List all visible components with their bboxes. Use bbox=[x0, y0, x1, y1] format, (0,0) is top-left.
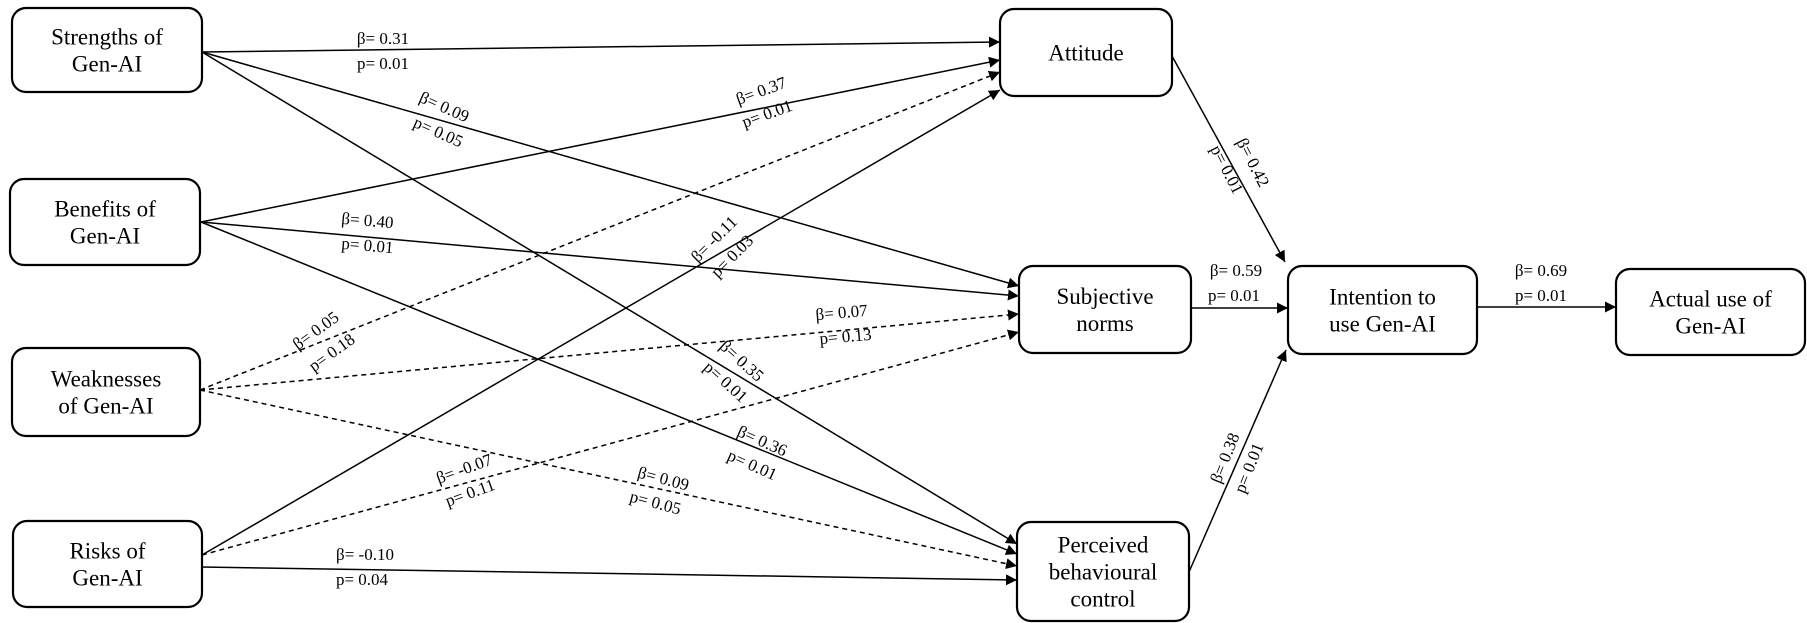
path-arrow-benefits-to-pbc bbox=[200, 221, 1018, 555]
node-label: Gen-AI bbox=[1675, 314, 1745, 339]
node-label: Perceived bbox=[1058, 533, 1149, 558]
node-label: Benefits of bbox=[54, 197, 156, 222]
beta-label: β= 0.59 bbox=[1210, 261, 1262, 280]
node-label: Attitude bbox=[1048, 41, 1123, 66]
path-arrow-attitude-to-intention bbox=[1171, 55, 1286, 263]
node-label: Weaknesses bbox=[51, 367, 162, 392]
node-label: Gen-AI bbox=[72, 566, 142, 591]
p-value-label: p= 0.01 bbox=[1208, 286, 1260, 305]
node-box bbox=[998, 7, 1174, 98]
path-arrow-strengths-to-pbc bbox=[201, 51, 1018, 545]
path-arrow-risks-to-subjective_norms bbox=[201, 329, 1020, 556]
node-box bbox=[1614, 267, 1807, 357]
path-arrow-strengths-to-subjective_norms bbox=[201, 51, 1020, 289]
node-label: Intention to bbox=[1329, 285, 1436, 310]
node-attitude: Attitude bbox=[998, 7, 1174, 98]
node-label: control bbox=[1070, 587, 1135, 612]
node-label: Gen-AI bbox=[70, 224, 140, 249]
path-arrow-strengths-to-attitude bbox=[201, 36, 1001, 53]
node-label: Gen-AI bbox=[72, 52, 142, 77]
beta-label: β= -0.10 bbox=[336, 545, 394, 564]
node-label: Strengths of bbox=[51, 25, 163, 50]
beta-label: β= 0.07 bbox=[815, 301, 869, 325]
node-label: norms bbox=[1076, 311, 1134, 336]
node-label: Risks of bbox=[69, 539, 145, 564]
path-arrow-weaknesses-to-pbc bbox=[199, 389, 1018, 570]
node-label: Actual use of bbox=[1649, 287, 1772, 312]
p-value-label: p= 0.13 bbox=[819, 325, 873, 348]
beta-label: β= 0.69 bbox=[1515, 261, 1567, 280]
path-arrow-benefits-to-subjective_norms bbox=[200, 221, 1020, 301]
path-arrow-risks-to-attitude bbox=[201, 89, 1001, 556]
node-label: of Gen-AI bbox=[58, 394, 153, 419]
node-box bbox=[1286, 264, 1479, 356]
node-box bbox=[11, 519, 204, 609]
node-label: use Gen-AI bbox=[1329, 312, 1436, 337]
node-box bbox=[10, 6, 204, 94]
node-label: Subjective bbox=[1056, 284, 1153, 309]
path-arrow-weaknesses-to-attitude bbox=[199, 70, 1001, 391]
path-arrow-benefits-to-attitude bbox=[200, 56, 1001, 223]
p-value-label: p= 0.01 bbox=[357, 54, 409, 73]
p-value-label: p= 0.01 bbox=[1515, 286, 1567, 305]
node-box bbox=[1015, 520, 1191, 623]
path-arrow-risks-to-pbc bbox=[201, 566, 1018, 586]
beta-label: β= 0.40 bbox=[341, 209, 395, 232]
beta-label: β= 0.31 bbox=[357, 29, 409, 48]
p-value-label: p= 0.04 bbox=[336, 570, 389, 589]
node-label: behavioural bbox=[1049, 560, 1158, 585]
node-box bbox=[1017, 264, 1193, 355]
node-box bbox=[10, 346, 202, 438]
node-box bbox=[8, 177, 202, 267]
p-value-label: p= 0.01 bbox=[341, 234, 395, 257]
path-arrow-weaknesses-to-subjective_norms bbox=[199, 309, 1020, 391]
path-arrow-pbc-to-intention bbox=[1188, 349, 1287, 573]
